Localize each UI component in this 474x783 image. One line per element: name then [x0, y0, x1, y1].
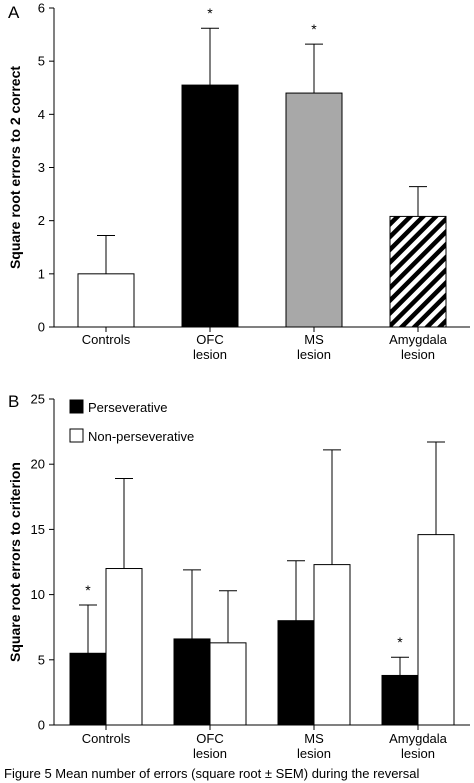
x-tick-label-line: lesion: [297, 746, 331, 761]
legend-swatch: [69, 428, 84, 443]
significance-marker: *: [397, 634, 403, 650]
bar: [389, 215, 447, 328]
x-tick-label: Amygdala lesion: [389, 332, 448, 362]
y-tick-label: 20: [31, 457, 45, 472]
y-tick-label: 6: [38, 1, 45, 16]
x-tick-label: OFC lesion: [193, 332, 227, 362]
legend-label: Non-perseverative: [88, 429, 194, 444]
x-tick-label-line: lesion: [193, 746, 227, 761]
y-tick-label: 5: [38, 54, 45, 69]
x-tick-label: MS lesion: [297, 332, 331, 362]
significance-marker: *: [85, 582, 91, 598]
y-axis-label: Square root errors to 2 correct: [7, 66, 23, 269]
bar: [69, 652, 107, 726]
x-tick-label-line: MS: [304, 731, 324, 746]
bar: [313, 564, 351, 726]
legend-swatch: [69, 399, 84, 414]
bar: [285, 92, 343, 328]
x-tick-label-line: OFC: [196, 332, 223, 347]
significance-marker: *: [311, 21, 317, 37]
x-tick-label: Controls: [82, 332, 131, 347]
x-tick-label-line: Amygdala: [389, 332, 448, 347]
bar: [209, 642, 247, 726]
bar: [173, 638, 211, 726]
x-tick-label-line: Amygdala: [389, 731, 448, 746]
significance-marker: *: [207, 5, 213, 21]
y-tick-label: 0: [38, 320, 45, 335]
x-tick-label-line: MS: [304, 332, 324, 347]
bar: [105, 568, 143, 726]
chart-panel-b: B 0 5 10 15 20 25 Square root errors to criteri…: [7, 392, 470, 761]
y-tick-label: 0: [38, 718, 45, 733]
y-tick-label: 10: [31, 587, 45, 602]
x-tick-label-line: OFC: [196, 731, 223, 746]
x-tick-label-line: lesion: [297, 347, 331, 362]
x-tick-label: OFC lesion: [193, 731, 227, 761]
bar: [181, 84, 239, 328]
chart-panel-a: A 0 1 2 3 4 5 6 Square root errors to 2 correct C…: [7, 1, 470, 362]
figure-caption: Figure 5 Mean number of errors (square r…: [4, 766, 419, 781]
x-tick-label-line: lesion: [401, 347, 435, 362]
x-tick-label: Amygdala lesion: [389, 731, 448, 761]
y-tick-label: 2: [38, 213, 45, 228]
bar: [417, 534, 455, 726]
x-tick-label-line: lesion: [193, 347, 227, 362]
y-axis-label: Square root errors to criterion: [7, 462, 23, 662]
y-tick-label: 3: [38, 160, 45, 175]
x-tick-label-line: Controls: [82, 332, 131, 347]
x-tick-label-line: lesion: [401, 746, 435, 761]
panel-label: A: [8, 3, 20, 22]
bar: [277, 620, 315, 726]
y-tick-label: 15: [31, 522, 45, 537]
y-tick-label: 4: [38, 107, 45, 122]
y-tick-label: 5: [38, 652, 45, 667]
x-tick-label: MS lesion: [297, 731, 331, 761]
legend-label: Perseverative: [88, 400, 167, 415]
bar: [77, 273, 135, 328]
bar: [381, 674, 419, 726]
panel-label: B: [8, 392, 19, 411]
x-tick-label: Controls: [82, 731, 131, 746]
y-tick-label: 25: [31, 392, 45, 407]
y-tick-label: 1: [38, 266, 45, 281]
x-tick-label-line: Controls: [82, 731, 131, 746]
